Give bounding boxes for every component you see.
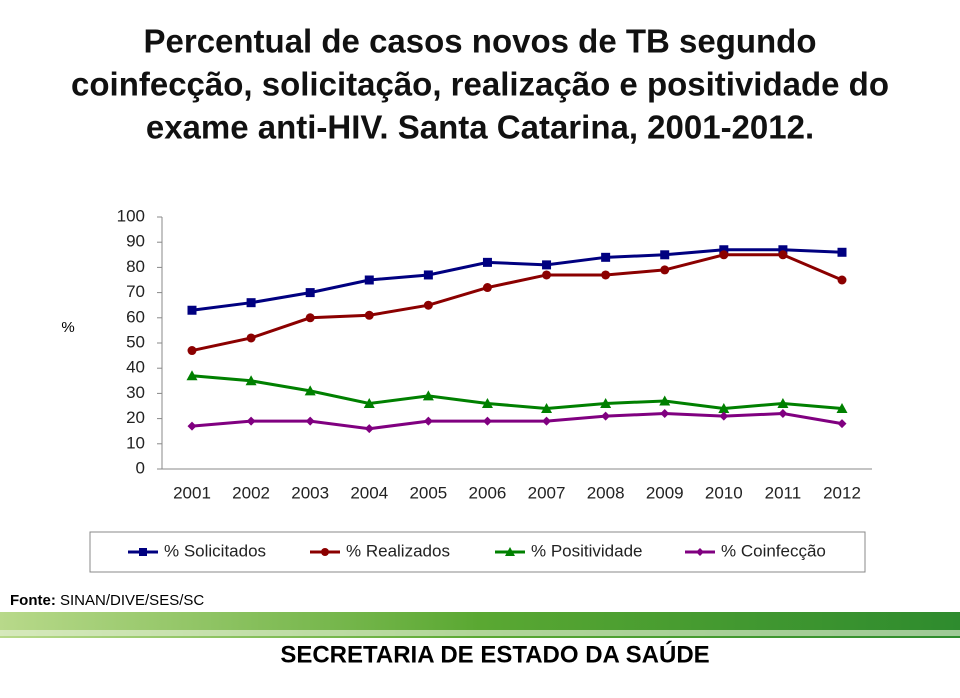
data-point [660,250,670,260]
x-tick-label: 2006 [469,483,507,502]
data-point [600,397,612,408]
data-point [187,346,197,356]
legend-label: % Realizados [346,541,450,560]
x-tick-label: 2001 [173,483,211,502]
chart-title: exame anti-HIV. Santa Catarina, 2001-201… [146,109,814,146]
series-line [191,374,843,411]
data-point [245,375,257,386]
y-tick-label: 60 [126,307,145,326]
data-point [837,247,847,257]
data-point [778,250,788,260]
x-tick-label: 2002 [232,483,270,502]
y-tick-label: 0 [136,458,145,477]
y-tick-label: 20 [126,408,145,427]
chart-title: coinfecção, solicitação, realização e po… [71,66,889,103]
y-tick-label: 70 [126,282,145,301]
data-point [542,416,552,426]
data-point [601,270,611,280]
y-tick-label: 30 [126,383,145,402]
data-point [422,390,434,401]
y-tick-label: 40 [126,358,145,377]
data-point [660,265,670,275]
data-point [364,275,374,285]
x-tick-label: 2003 [291,483,329,502]
data-point [482,257,492,267]
data-point [719,250,729,260]
data-point [363,397,375,408]
series-line [191,412,843,431]
legend-label: % Coinfecção [721,541,826,560]
data-point [423,300,433,310]
legend-label: % Solicitados [164,541,266,560]
x-tick-label: 2011 [765,483,802,502]
data-point [601,411,611,421]
data-point [364,424,374,434]
legend-box [89,531,866,573]
legend-marker [505,547,515,556]
data-point [304,385,316,396]
chart-title: Percentual de casos novos de TB segundo [143,23,816,60]
footer: SECRETARIA DE ESTADO DA SAÚDE [280,640,709,668]
y-tick-label: 90 [126,232,145,251]
x-tick-label: 2007 [528,483,566,502]
data-point [777,397,789,408]
y-tick-label: 100 [117,206,145,225]
data-point [305,416,315,426]
source-label: Fonte: [10,592,56,609]
data-point [305,288,315,298]
y-tick-label: 10 [126,433,145,452]
data-point [482,283,492,293]
data-point [542,270,552,280]
series-line [191,248,843,312]
data-point [837,275,847,285]
data-point [778,245,788,255]
data-point [718,403,730,414]
legend-marker [696,548,704,556]
legend-marker [139,548,147,556]
data-point [719,245,729,255]
data-point [187,421,197,431]
x-tick-label: 2005 [409,483,447,502]
source: Fonte: SINAN/DIVE/SES/SC [10,592,204,609]
legend-label: % Positividade [531,541,643,560]
data-point [837,419,847,429]
x-tick-label: 2004 [350,483,388,502]
x-tick-label: 2010 [705,483,743,502]
data-point [364,310,374,320]
data-point [542,260,552,270]
band-highlight [0,630,960,636]
source-text: SINAN/DIVE/SES/SC [60,592,204,609]
data-point [423,270,433,280]
data-point [423,416,433,426]
data-point [541,403,553,414]
data-point [719,411,729,421]
x-tick-label: 2009 [646,483,684,502]
data-point [660,409,670,419]
data-point [601,252,611,262]
y-axis-label: % [61,319,74,336]
legend-marker [321,548,329,556]
x-tick-label: 2012 [823,483,861,502]
data-point [659,395,671,406]
data-point [186,370,198,381]
data-point [482,416,492,426]
data-point [305,313,315,323]
y-tick-label: 50 [126,332,145,351]
data-point [778,409,788,419]
data-point [836,403,848,414]
y-tick-label: 80 [126,257,145,276]
data-point [246,298,256,308]
x-tick-label: 2008 [587,483,625,502]
data-point [187,305,197,315]
data-point [246,416,256,426]
data-point [246,333,256,343]
series-line [191,253,843,353]
data-point [481,397,493,408]
